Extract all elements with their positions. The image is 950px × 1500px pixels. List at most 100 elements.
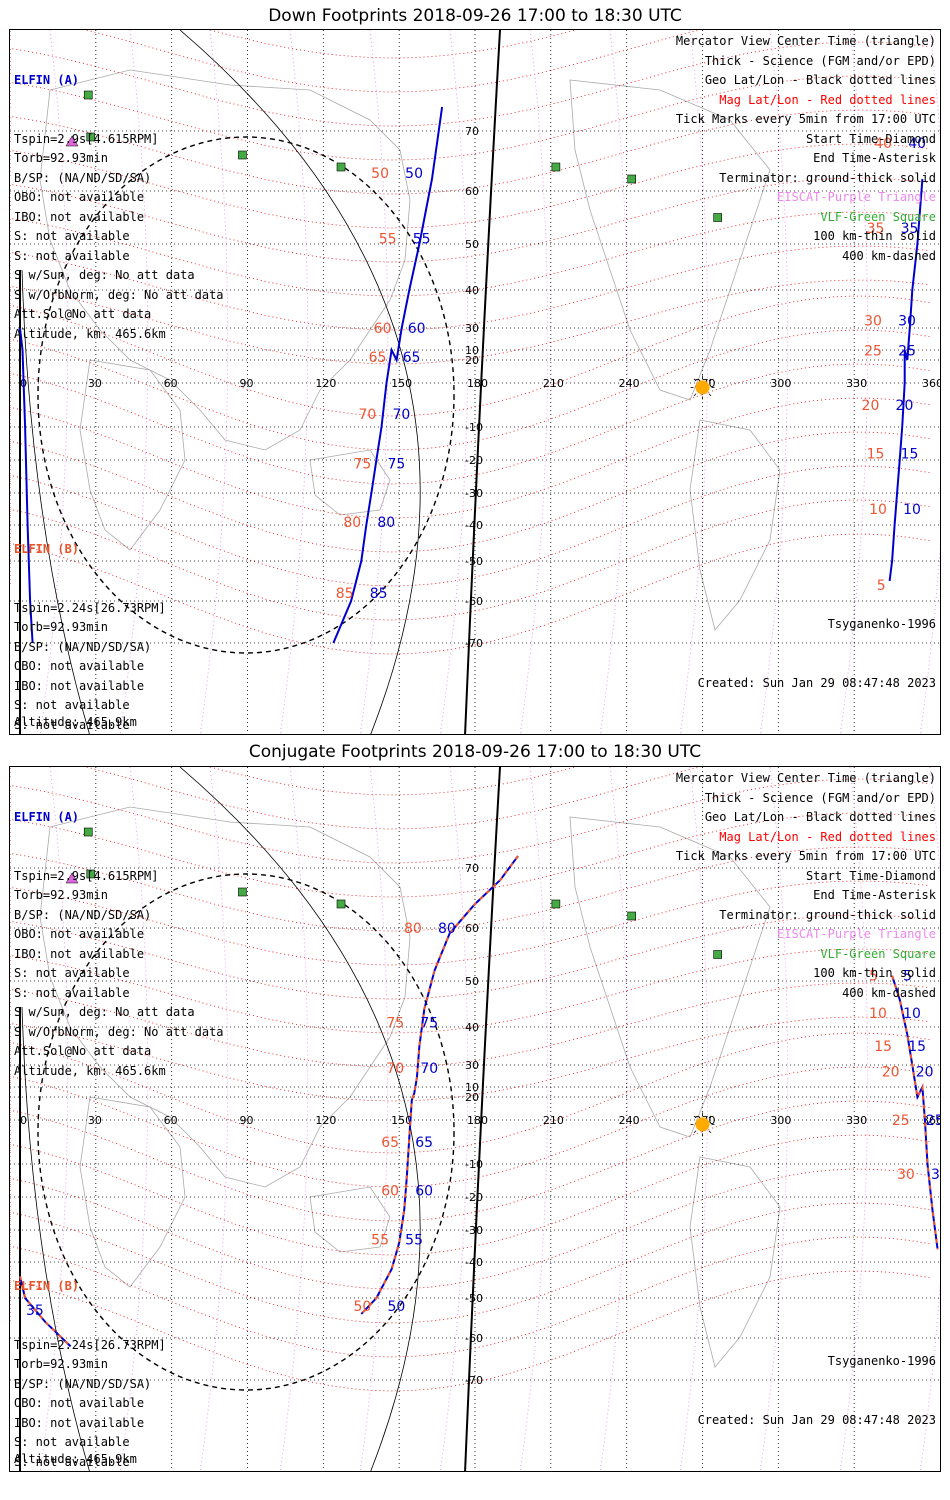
lat-tick-label: -70 — [465, 637, 483, 650]
sat-b-name: ELFIN (B) — [14, 1279, 80, 1293]
legend-entry: 100 km-thin solid — [813, 966, 936, 980]
land-outline — [689, 1156, 781, 1368]
sat-b-line: OBO: not available — [14, 659, 145, 673]
eiscat-triangle — [65, 135, 79, 147]
vlf-station-marker — [713, 950, 722, 959]
vlf-station-marker — [336, 162, 346, 172]
elfin-a-time-label: 50 — [387, 1299, 405, 1315]
elfin-a-mag-label: 80 — [404, 921, 422, 937]
mag-lat-line — [10, 778, 931, 864]
elfin-b-track-wrap — [19, 327, 34, 644]
altitude-b: Altitude: 465.9km — [14, 714, 137, 729]
elfin-b-time-label: 15 — [908, 1039, 926, 1055]
lon-tick-label: 300 — [770, 1114, 791, 1127]
sun-ray — [708, 1130, 712, 1134]
lat-tick-label: 20 — [465, 354, 479, 367]
lon-tick-label: 90 — [240, 1114, 254, 1127]
mag-lon-line — [759, 30, 789, 734]
elfin-a-mag-label: 50 — [371, 166, 389, 182]
land-outline — [309, 1186, 391, 1253]
created-label: Created: Sun Jan 29 08:47:48 2023 — [697, 1412, 936, 1427]
lon-tick-label: 360 — [922, 1114, 941, 1127]
legend-entry: Start Time-Diamond — [805, 131, 936, 146]
vlf-station-marker — [551, 899, 561, 909]
mag-lat-line — [10, 245, 931, 331]
map-canvas: 0306090120150180210240270300330360706050… — [10, 30, 940, 734]
legend-entry: Mercator View Center Time (triangle) — [675, 34, 936, 48]
sat-a-line: IBO: not available — [14, 946, 145, 961]
mag-lat-line — [208, 30, 578, 59]
footer-right: Tsyganenko-1996 Created: Sun Jan 29 08:4… — [698, 576, 936, 732]
sat-b-line: S: not available — [14, 1454, 130, 1469]
lon-tick-label: 120 — [315, 1114, 336, 1127]
terminator-100km — [179, 767, 421, 1471]
mag-lat-line — [10, 279, 931, 365]
elfin-a-mag-label: 70 — [386, 1061, 404, 1077]
lat-tick-label: 30 — [465, 1059, 479, 1072]
footer-right: Tsyganenko-1996 Created: Sun Jan 29 08:4… — [698, 1313, 936, 1469]
sat-b-lines: Tspin=2.24s[26.73RPM] Torb=92.93min B/SP: … — [14, 599, 224, 735]
legend-entry: Mag Lat/Lon - Red dotted lines — [719, 829, 936, 844]
sat-a-line: S w/Sun, deg: No att data — [14, 1005, 195, 1019]
sat-a-line: B/SP: (NA/ND/SD/SA) — [14, 170, 152, 185]
sat-a-line: IBO: not available — [14, 209, 145, 224]
eiscat-triangle — [65, 872, 79, 884]
elfin-a-mag-label: 60 — [374, 321, 392, 337]
legend-entry: Tick Marks every 5min from 17:00 UTC — [675, 849, 936, 863]
elfin-a-time-label: 70 — [393, 407, 411, 423]
sat-a-line: OBO: not available — [14, 927, 145, 941]
elfin-a-time-label: 80 — [438, 921, 456, 937]
sat-b-line: IBO: not available — [14, 1415, 145, 1430]
sat-b-line: Torb=92.93min — [14, 620, 108, 634]
lat-tick-label: 70 — [465, 125, 479, 138]
lon-tick-label: 120 — [315, 377, 336, 390]
elfin-b-mag-label: 20 — [882, 1064, 900, 1080]
mag-lon-line — [279, 30, 309, 734]
elfin-b-wrap-time-label: 35 — [26, 1303, 44, 1319]
mag-lon-line — [199, 767, 229, 1471]
elfin-b-mag-label: 10 — [869, 1006, 887, 1022]
lat-tick-label: -60 — [465, 595, 483, 608]
model-label: Tsyganenko-1996 — [827, 1354, 936, 1368]
map-canvas: 0306090120150180210240270300330360706050… — [10, 767, 941, 1471]
sun-ray — [693, 1115, 697, 1119]
lon-tick-label: 240 — [619, 1114, 640, 1127]
panel-title-conjugate: Conjugate Footprints 2018-09-26 17:00 to… — [248, 742, 702, 762]
elfin-a-time-label: 65 — [403, 350, 421, 366]
lon-tick-label: 30 — [88, 1114, 102, 1127]
sat-a-line: Torb=92.93min — [14, 888, 108, 902]
land-outline — [569, 79, 771, 401]
down-footprints-map: 0306090120150180210240270300330360706050… — [9, 29, 941, 735]
elfin-b-time-label: 20 — [916, 1064, 934, 1080]
lon-tick-label: 90 — [240, 377, 254, 390]
elfin-b-time-label: 10 — [903, 1006, 921, 1022]
mag-lat-line — [10, 177, 931, 263]
sun-icon — [695, 1117, 710, 1132]
land-outline — [569, 816, 771, 1138]
mag-lat-line — [10, 846, 931, 932]
elfin-a-time-label: 70 — [420, 1061, 438, 1077]
sat-b-line: S: not available — [14, 698, 130, 712]
elfin-b-mag-label: 5 — [877, 578, 886, 594]
sat-a-lines: Tspin=2.9s[4.615RPM] Torb=92.93min B/SP: (… — [14, 130, 224, 345]
mag-lon-line — [439, 30, 469, 734]
elfin-a-time-label: 55 — [405, 1233, 423, 1249]
mag-lon-line — [599, 767, 629, 1471]
legend-entry: Mag Lat/Lon - Red dotted lines — [719, 92, 936, 107]
lat-tick-label: 30 — [465, 322, 479, 335]
altitude-b: Altitude: 465.9km — [14, 1451, 137, 1466]
sat-a-line: B/SP: (NA/ND/SD/SA) — [14, 907, 152, 922]
mag-lat-line — [10, 1066, 931, 1188]
mag-lat-line — [10, 1016, 931, 1102]
sat-b-line: B/SP: (NA/ND/SD/SA) — [14, 639, 152, 654]
sat-a-line: Altitude, km: 465.6km — [14, 326, 166, 341]
elfin-b-mag-label: 40 — [874, 136, 892, 152]
mag-lat-line — [10, 1100, 931, 1222]
sun-ray — [708, 1115, 712, 1119]
mag-lat-line — [10, 41, 931, 127]
lat-tick-label: -40 — [465, 1256, 483, 1269]
elfin-b-mag-label: 30 — [897, 1167, 915, 1183]
sun-ray — [693, 378, 697, 382]
sat-a-line: Torb=92.93min — [14, 151, 108, 165]
elfin-b-mag-label: 20 — [862, 398, 880, 414]
